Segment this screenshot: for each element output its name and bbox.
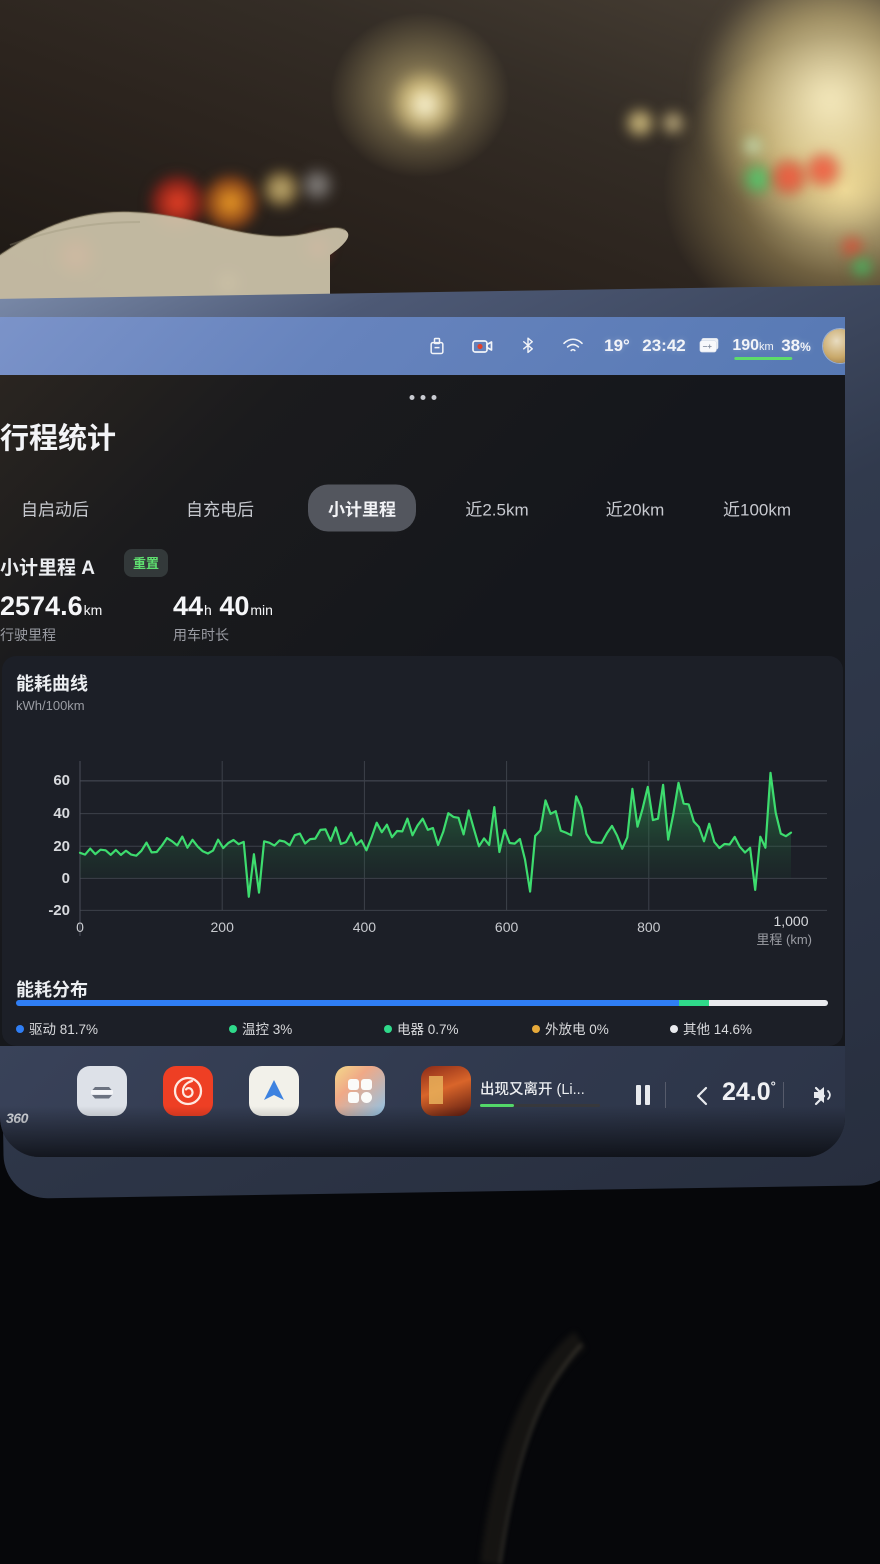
- svg-text:0: 0: [76, 919, 84, 935]
- svg-text:60: 60: [53, 772, 70, 789]
- svg-text:-20: -20: [48, 902, 70, 919]
- svg-text:200: 200: [211, 919, 235, 935]
- svg-text:800: 800: [637, 919, 661, 935]
- svg-text:20: 20: [53, 838, 70, 855]
- svg-text:600: 600: [495, 919, 519, 935]
- svg-text:0: 0: [62, 870, 70, 887]
- svg-text:400: 400: [353, 919, 377, 935]
- svg-text:40: 40: [53, 805, 70, 822]
- svg-text:1,000: 1,000: [773, 913, 808, 929]
- svg-text:里程 (km): 里程 (km): [756, 932, 812, 947]
